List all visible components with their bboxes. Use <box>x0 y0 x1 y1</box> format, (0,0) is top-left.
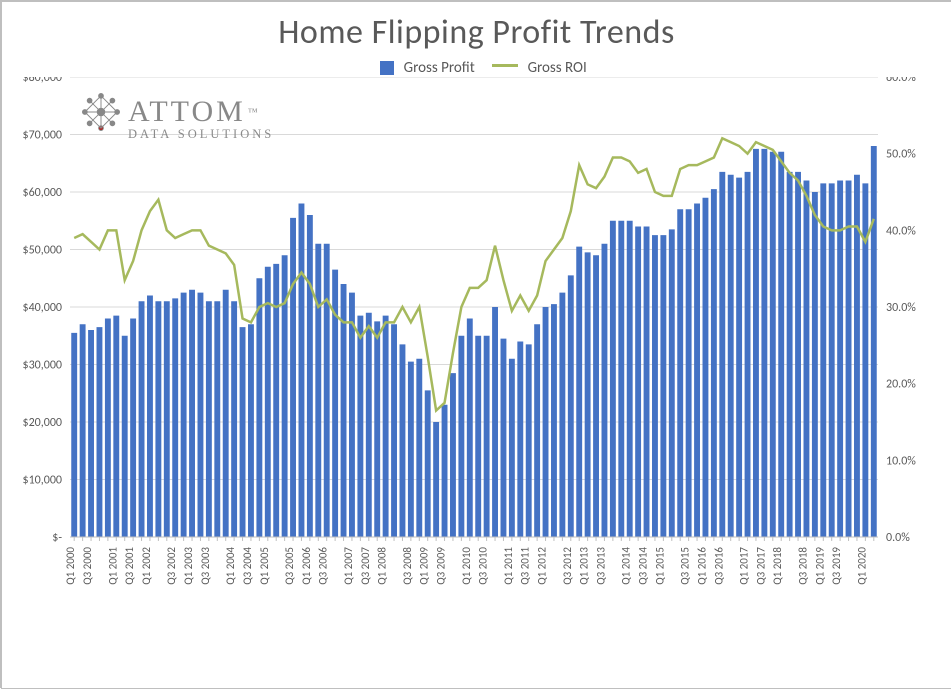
svg-text:Q1 2003: Q1 2003 <box>182 547 195 585</box>
legend-swatch-profit <box>380 61 394 75</box>
svg-text:Q1 2014: Q1 2014 <box>620 547 633 585</box>
svg-text:Q1 2002: Q1 2002 <box>140 547 153 585</box>
svg-text:$30,000: $30,000 <box>23 359 63 373</box>
svg-text:$20,000: $20,000 <box>23 416 63 430</box>
svg-text:Q1 2020: Q1 2020 <box>855 547 868 585</box>
svg-text:20.0%: 20.0% <box>886 378 916 392</box>
svg-text:Q3 2016: Q3 2016 <box>712 547 725 585</box>
svg-text:40.0%: 40.0% <box>886 224 916 238</box>
svg-text:Q1 2015: Q1 2015 <box>653 547 666 585</box>
legend-swatch-roi <box>492 64 518 67</box>
svg-text:Q3 2006: Q3 2006 <box>317 547 330 585</box>
bars-gross-profit <box>71 146 876 537</box>
svg-text:Q1 2016: Q1 2016 <box>695 547 708 585</box>
svg-text:Q1 2007: Q1 2007 <box>342 547 355 585</box>
svg-text:$-: $- <box>52 531 62 545</box>
svg-text:$10,000: $10,000 <box>23 474 63 488</box>
chart-area: $- $10,000 $20,000 $30,000 $40,000 $50,000 $60… <box>2 77 951 653</box>
svg-text:Q3 2002: Q3 2002 <box>165 547 178 585</box>
svg-text:Q1 2011: Q1 2011 <box>502 547 515 585</box>
svg-text:Q1 2004: Q1 2004 <box>224 547 237 585</box>
svg-text:Q3 2019: Q3 2019 <box>830 547 843 585</box>
svg-text:Q1 2010: Q1 2010 <box>460 547 473 585</box>
svg-text:10.0%: 10.0% <box>886 454 916 468</box>
svg-text:Q3 2010: Q3 2010 <box>477 547 490 585</box>
legend-label-roi: Gross ROI <box>528 59 587 77</box>
svg-text:Q1 2009: Q1 2009 <box>418 547 431 585</box>
svg-text:Q3 2001: Q3 2001 <box>123 547 136 585</box>
x-axis: Q1 2000 Q3 2000 Q1 2001 Q3 2001 Q1 2002 Q3 20… <box>64 537 874 585</box>
svg-text:Q3 2013: Q3 2013 <box>594 547 607 585</box>
svg-text:Q3 2008: Q3 2008 <box>401 547 414 585</box>
svg-text:Q1 2005: Q1 2005 <box>258 547 271 585</box>
svg-text:Q3 2005: Q3 2005 <box>283 547 296 585</box>
svg-text:0.0%: 0.0% <box>886 531 910 545</box>
svg-text:Q3 2000: Q3 2000 <box>81 547 94 585</box>
svg-text:Q3 2015: Q3 2015 <box>679 547 692 585</box>
svg-text:30.0%: 30.0% <box>886 301 916 315</box>
svg-text:Q3 2018: Q3 2018 <box>796 547 809 585</box>
legend: Gross Profit Gross ROI <box>2 59 951 77</box>
svg-text:Q3 2009: Q3 2009 <box>435 547 448 585</box>
svg-text:$40,000: $40,000 <box>23 301 63 315</box>
chart-title: Home Flipping Profit Trends <box>2 12 951 53</box>
svg-text:$80,000: $80,000 <box>23 77 63 85</box>
chart-svg: $- $10,000 $20,000 $30,000 $40,000 $50,000 $60… <box>2 77 951 653</box>
svg-text:Q1 2012: Q1 2012 <box>536 547 549 585</box>
svg-text:Q1 2013: Q1 2013 <box>578 547 591 585</box>
svg-text:Q1 2018: Q1 2018 <box>771 547 784 585</box>
svg-text:Q3 2017: Q3 2017 <box>754 547 767 585</box>
svg-text:Q1 2008: Q1 2008 <box>376 547 389 585</box>
svg-text:Q3 2004: Q3 2004 <box>241 547 254 585</box>
svg-text:Q3 2014: Q3 2014 <box>637 547 650 585</box>
legend-label-profit: Gross Profit <box>404 59 475 77</box>
svg-text:Q3 2012: Q3 2012 <box>561 547 574 585</box>
svg-text:Q3 2011: Q3 2011 <box>519 547 532 585</box>
svg-text:$50,000: $50,000 <box>23 244 63 258</box>
svg-text:Q1 2017: Q1 2017 <box>738 547 751 585</box>
svg-text:Q1 2001: Q1 2001 <box>106 547 119 585</box>
svg-text:Q1 2019: Q1 2019 <box>813 547 826 585</box>
svg-text:60.0%: 60.0% <box>886 77 916 85</box>
svg-text:$70,000: $70,000 <box>23 129 63 143</box>
svg-text:50.0%: 50.0% <box>886 148 916 162</box>
svg-text:Q3 2007: Q3 2007 <box>359 547 372 585</box>
svg-text:Q1 2006: Q1 2006 <box>300 547 313 585</box>
svg-text:Q1 2000: Q1 2000 <box>64 547 77 585</box>
svg-text:Q3 2003: Q3 2003 <box>199 547 212 585</box>
svg-text:$60,000: $60,000 <box>23 186 63 200</box>
